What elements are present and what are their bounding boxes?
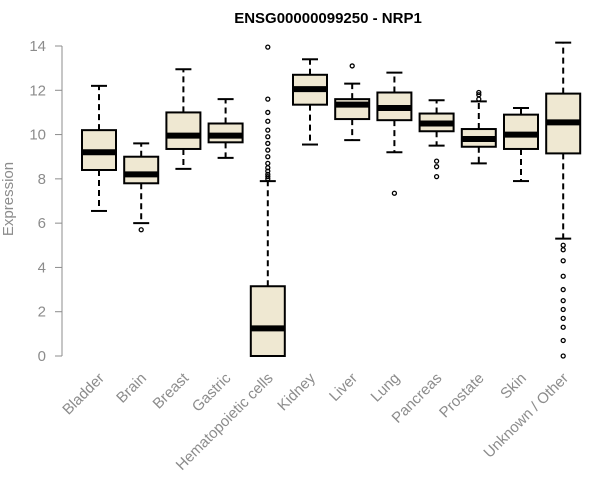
box-group-unknown-other <box>545 41 582 359</box>
box-iqr <box>165 111 202 150</box>
y-tick-label: 0 <box>38 348 46 365</box>
box-iqr <box>123 155 160 185</box>
outlier-point <box>560 247 566 253</box>
outlier-point <box>433 173 440 180</box>
outlier-point <box>265 140 271 147</box>
box-group-kidney <box>292 58 328 146</box>
y-tick-label: 6 <box>38 215 46 232</box>
x-tick-label: Prostate <box>436 370 488 422</box>
x-tick-label: Lung <box>368 370 404 406</box>
outlier-point <box>560 324 566 330</box>
outlier-point <box>560 353 566 359</box>
outlier-point <box>560 273 566 279</box>
box-iqr <box>249 285 286 357</box>
y-tick-label: 4 <box>38 259 46 276</box>
y-tick-label: 2 <box>38 304 46 321</box>
outlier-point <box>476 89 482 96</box>
outlier-point <box>265 118 271 124</box>
box-layer <box>81 41 582 359</box>
x-tick-label: Kidney <box>274 369 319 414</box>
outlier-point <box>560 306 566 313</box>
outlier-point <box>265 171 271 178</box>
y-axis-label: Expression <box>0 162 17 236</box>
box-group-brain <box>123 142 160 233</box>
box-group-skin <box>503 107 539 183</box>
outlier-point <box>265 44 271 50</box>
outlier-point <box>265 154 271 160</box>
outlier-point <box>560 286 566 293</box>
outlier-point <box>138 227 144 233</box>
box-group-lung <box>376 71 413 196</box>
outlier-point <box>265 168 271 174</box>
chart-title: ENSG00000099250 - NRP1 <box>234 10 422 27</box>
outlier-point <box>433 158 440 164</box>
outlier-point <box>560 315 566 322</box>
x-tick-label: Skin <box>497 370 530 403</box>
outlier-point <box>349 63 355 69</box>
outlier-point <box>265 165 271 171</box>
outlier-point <box>265 109 271 116</box>
outlier-point <box>433 164 440 170</box>
outlier-point <box>391 190 398 196</box>
box-group-gastric <box>207 98 244 159</box>
outlier-point <box>265 134 271 140</box>
outlier-point <box>265 127 271 133</box>
y-tick-label: 14 <box>29 38 46 55</box>
outlier-point <box>560 242 566 248</box>
axis-layer: 0 2 4 6 8 10 12 14 <box>29 38 63 365</box>
box-group-hematopoietic-cells <box>249 44 286 357</box>
outlier-point <box>265 160 271 167</box>
box-group-liver <box>334 63 371 142</box>
x-tick-label: Breast <box>150 369 193 412</box>
outlier-point <box>476 96 482 102</box>
box-group-bladder <box>81 84 117 212</box>
outlier-point <box>560 337 566 344</box>
outlier-point <box>476 92 482 98</box>
box-group-breast <box>165 68 202 170</box>
y-tick-label: 12 <box>29 82 46 99</box>
x-tick-label: Brain <box>113 370 150 407</box>
x-tick-label: Liver <box>326 370 361 405</box>
box-group-pancreas <box>418 99 455 180</box>
outlier-point <box>265 173 271 180</box>
outlier-point <box>560 258 566 264</box>
outlier-point <box>265 147 271 153</box>
box-group-prostate <box>460 89 497 165</box>
y-tick-label: 10 <box>29 127 46 144</box>
y-tick-label: 8 <box>38 171 46 188</box>
outlier-point <box>265 96 271 102</box>
x-tick-label: Bladder <box>59 370 108 419</box>
outlier-point <box>560 297 566 304</box>
